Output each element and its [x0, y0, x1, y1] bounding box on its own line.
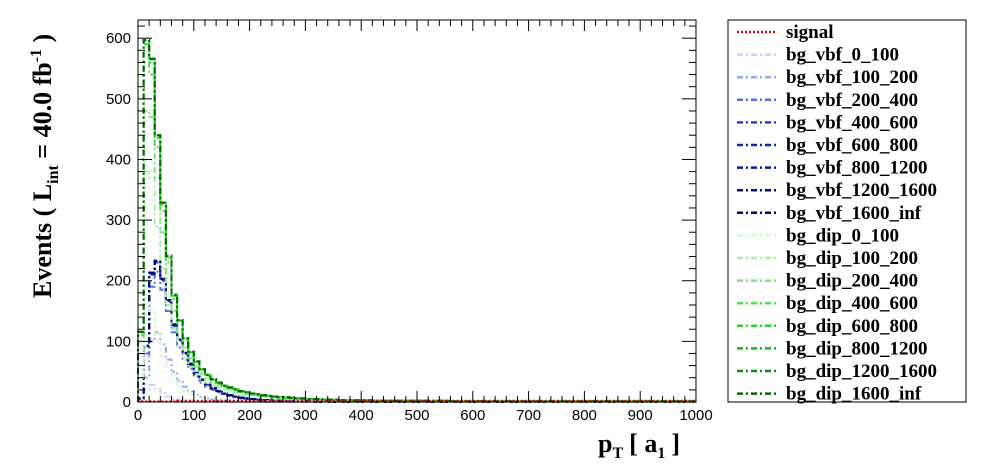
legend-label-bg_dip_0_100: bg_dip_0_100: [786, 225, 899, 246]
legend-frame: [727, 19, 967, 403]
y-tick-label: 0: [123, 394, 131, 411]
x-axis-label-close: ]: [671, 429, 680, 458]
legend-label-bg_dip_400_600: bg_dip_400_600: [786, 293, 918, 314]
x-axis-label-main-sub: T: [612, 445, 623, 462]
x-axis-label-main: p: [598, 429, 612, 458]
y-axis-label-part2: = 40.0 fb: [28, 62, 57, 165]
legend-label-bg_vbf_800_1200: bg_vbf_800_1200: [786, 158, 927, 179]
y-tick-label: 300: [106, 212, 131, 229]
legend-label-bg_dip_600_800: bg_dip_600_800: [786, 316, 918, 337]
x-tick-label: 100: [181, 407, 206, 424]
series-line-bg_dip_0_100: [137, 304, 696, 403]
legend-label-bg_dip_200_400: bg_dip_200_400: [786, 271, 918, 292]
y-axis-label-part3: ): [28, 34, 57, 49]
x-tick-label: 300: [293, 407, 318, 424]
x-tick-label: 700: [516, 407, 541, 424]
y-tick-label: 400: [106, 151, 131, 168]
x-axis-label-open-sub: 1: [657, 445, 665, 462]
y-axis-label-sub: int: [45, 165, 62, 184]
legend-label-bg_dip_100_200: bg_dip_100_200: [786, 248, 918, 269]
legend-label-bg_vbf_0_100: bg_vbf_0_100: [786, 45, 899, 66]
x-axis-label-open: [ a: [629, 429, 657, 458]
x-tick-label: 900: [628, 407, 653, 424]
legend-label-bg_dip_1600_inf: bg_dip_1600_inf: [786, 384, 922, 405]
legend-label-bg_vbf_1200_1600: bg_vbf_1200_1600: [786, 180, 937, 201]
x-tick-label: 200: [237, 407, 262, 424]
x-tick-label: 1000: [679, 407, 712, 424]
series-line-bg_dip_1600_inf: [137, 39, 696, 403]
series-line-signal: [137, 399, 696, 403]
legend-label-signal: signal: [786, 22, 834, 43]
x-tick-label: 800: [572, 407, 597, 424]
y-axis-label: Events ( Lint = 40.0 fb-1 ): [28, 34, 62, 298]
legend-label-bg_vbf_1600_inf: bg_vbf_1600_inf: [786, 203, 922, 224]
x-tick-label: 600: [460, 407, 485, 424]
y-axis-label-sup: -1: [28, 49, 45, 62]
y-axis-label-part1: Events ( L: [28, 184, 57, 298]
legend-label-bg_vbf_200_400: bg_vbf_200_400: [786, 90, 918, 111]
x-tick-label: 400: [349, 407, 374, 424]
x-tick-label: 0: [134, 407, 142, 424]
x-tick-label: 500: [404, 407, 429, 424]
y-axis: 0 100 200 300 400 500 600: [106, 25, 696, 411]
y-tick-label: 500: [106, 91, 131, 108]
y-tick-label: 600: [106, 30, 131, 47]
y-tick-label: 100: [106, 333, 131, 350]
legend-label-bg_dip_800_1200: bg_dip_800_1200: [786, 338, 927, 359]
legend-label-bg_vbf_600_800: bg_vbf_600_800: [786, 135, 918, 156]
y-tick-label: 200: [106, 273, 131, 290]
legend-entries: signalbg_vbf_0_100bg_vbf_100_200bg_vbf_2…: [737, 22, 937, 405]
legend-label-bg_vbf_400_600: bg_vbf_400_600: [786, 112, 918, 133]
legend-label-bg_dip_1200_1600: bg_dip_1200_1600: [786, 361, 937, 382]
legend-label-bg_vbf_100_200: bg_vbf_100_200: [786, 67, 918, 88]
x-axis-label: pT [ a1]: [598, 429, 680, 462]
x-axis: 0 100 200 300 400 500 600 700 800 900 1000: [134, 20, 713, 424]
legend: signalbg_vbf_0_100bg_vbf_100_200bg_vbf_2…: [727, 19, 967, 405]
